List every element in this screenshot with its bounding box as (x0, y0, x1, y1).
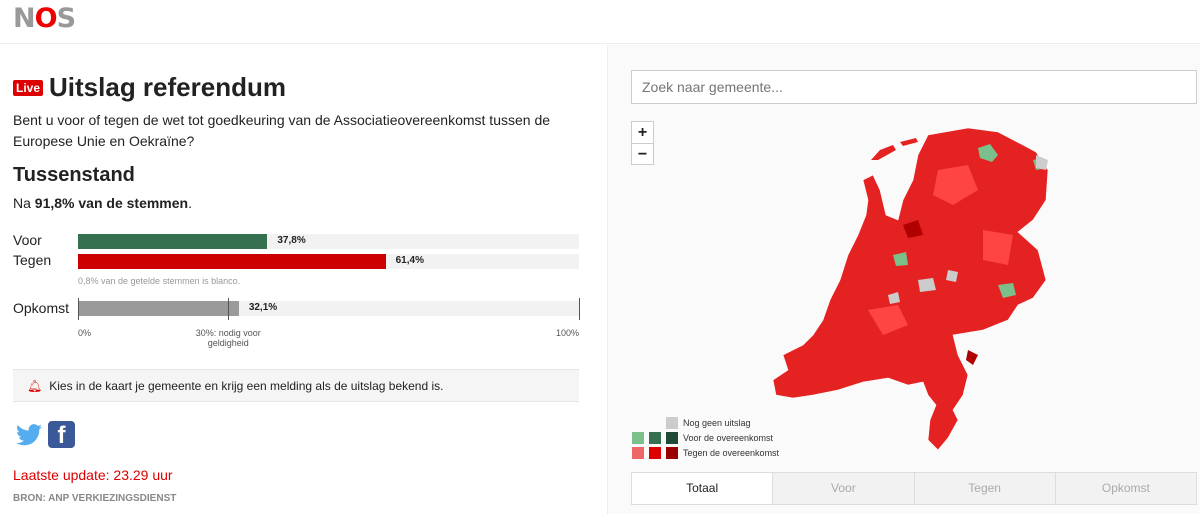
opkomst-bar: 32,1% (78, 301, 579, 316)
tick-100 (579, 298, 580, 320)
page-title: Live Uitslag referendum (13, 72, 286, 103)
threshold-label: 30%: nodig voor geldigheid (195, 328, 261, 348)
opkomst-value: 32,1% (248, 302, 278, 313)
legend-row: Tegen de overeenkomst (632, 445, 779, 460)
voor-value: 37,8% (277, 235, 306, 246)
live-badge: Live (13, 79, 44, 96)
legend-swatch (632, 431, 644, 444)
opkomst-bar-fill (78, 301, 239, 316)
map-legend: Nog geen uitslag Voor de overeenkomst Te… (632, 415, 779, 460)
legend-label: Voor de overeenkomst (683, 432, 774, 443)
legend-swatch (666, 446, 678, 459)
axis-max: 100% (556, 328, 580, 338)
map-tabs: Totaal Voor Tegen Opkomst (631, 472, 1197, 505)
nos-logo[interactable]: NOS (13, 3, 76, 34)
municipality-search-input[interactable] (631, 70, 1197, 104)
zoom-in-button[interactable]: + (637, 124, 648, 141)
legend-swatch (666, 431, 678, 444)
zoom-out-button[interactable]: − (632, 143, 653, 164)
tegen-bar-fill (78, 254, 386, 269)
legend-swatch (666, 416, 678, 429)
twitter-icon[interactable] (16, 423, 42, 446)
legend-label: Nog geen uitslag (683, 417, 751, 428)
tab-opkomst[interactable]: Opkomst (1054, 473, 1196, 504)
legend-label: Tegen de overeenkomst (683, 447, 780, 458)
legend-swatch (649, 446, 661, 459)
facebook-icon[interactable]: f (48, 421, 75, 449)
tick-threshold (228, 298, 230, 320)
legend-row: Voor de overeenkomst (632, 430, 779, 445)
counted-suffix: . (188, 195, 192, 211)
legend-swatch (632, 446, 644, 459)
notice-text: Kies in de kaart je gemeente en krijg ee… (49, 378, 444, 393)
netherlands-map[interactable] (768, 120, 1068, 460)
counted-value: 91,8% van de stemmen (34, 195, 189, 211)
map-panel: + − Nog geen uitslag Voor de overeenkoms… (607, 45, 1200, 514)
voor-label: Voor (13, 232, 42, 248)
title-text: Uitslag referendum (49, 72, 286, 102)
zoom-control: + − (631, 121, 654, 165)
tab-totaal[interactable]: Totaal (632, 473, 773, 504)
legend-swatch (649, 431, 661, 444)
notification-banner[interactable]: 🔔︎ Kies in de kaart je gemeente en krijg… (13, 369, 579, 402)
blank-note: 0,8% van de getelde stemmen is blanco. (78, 276, 241, 286)
last-update: Laatste update: 23.29 uur (13, 467, 173, 483)
top-bar: NOS (0, 0, 1200, 44)
opkomst-label: Opkomst (13, 300, 70, 316)
source: BRON: ANP VERKIEZINGSDIENST (13, 493, 177, 504)
social-share: f (16, 421, 75, 449)
tegen-bar: 61,4% (78, 254, 579, 269)
counted-prefix: Na (13, 195, 35, 211)
tick-0 (78, 298, 79, 320)
tab-voor[interactable]: Voor (772, 473, 914, 504)
voor-bar: 37,8% (78, 234, 579, 249)
axis-min: 0% (78, 328, 92, 338)
referendum-question: Bent u voor of tegen de wet tot goedkeur… (13, 112, 551, 149)
legend-row: Nog geen uitslag (632, 415, 779, 430)
tegen-value: 61,4% (395, 255, 424, 266)
voor-bar-fill (78, 234, 268, 249)
tegen-label: Tegen (13, 252, 52, 268)
subtitle: Tussenstand (13, 164, 135, 186)
counted-text: Na 91,8% van de stemmen. (13, 195, 192, 211)
tab-tegen[interactable]: Tegen (913, 473, 1055, 504)
bell-icon: 🔔︎ (27, 378, 43, 393)
